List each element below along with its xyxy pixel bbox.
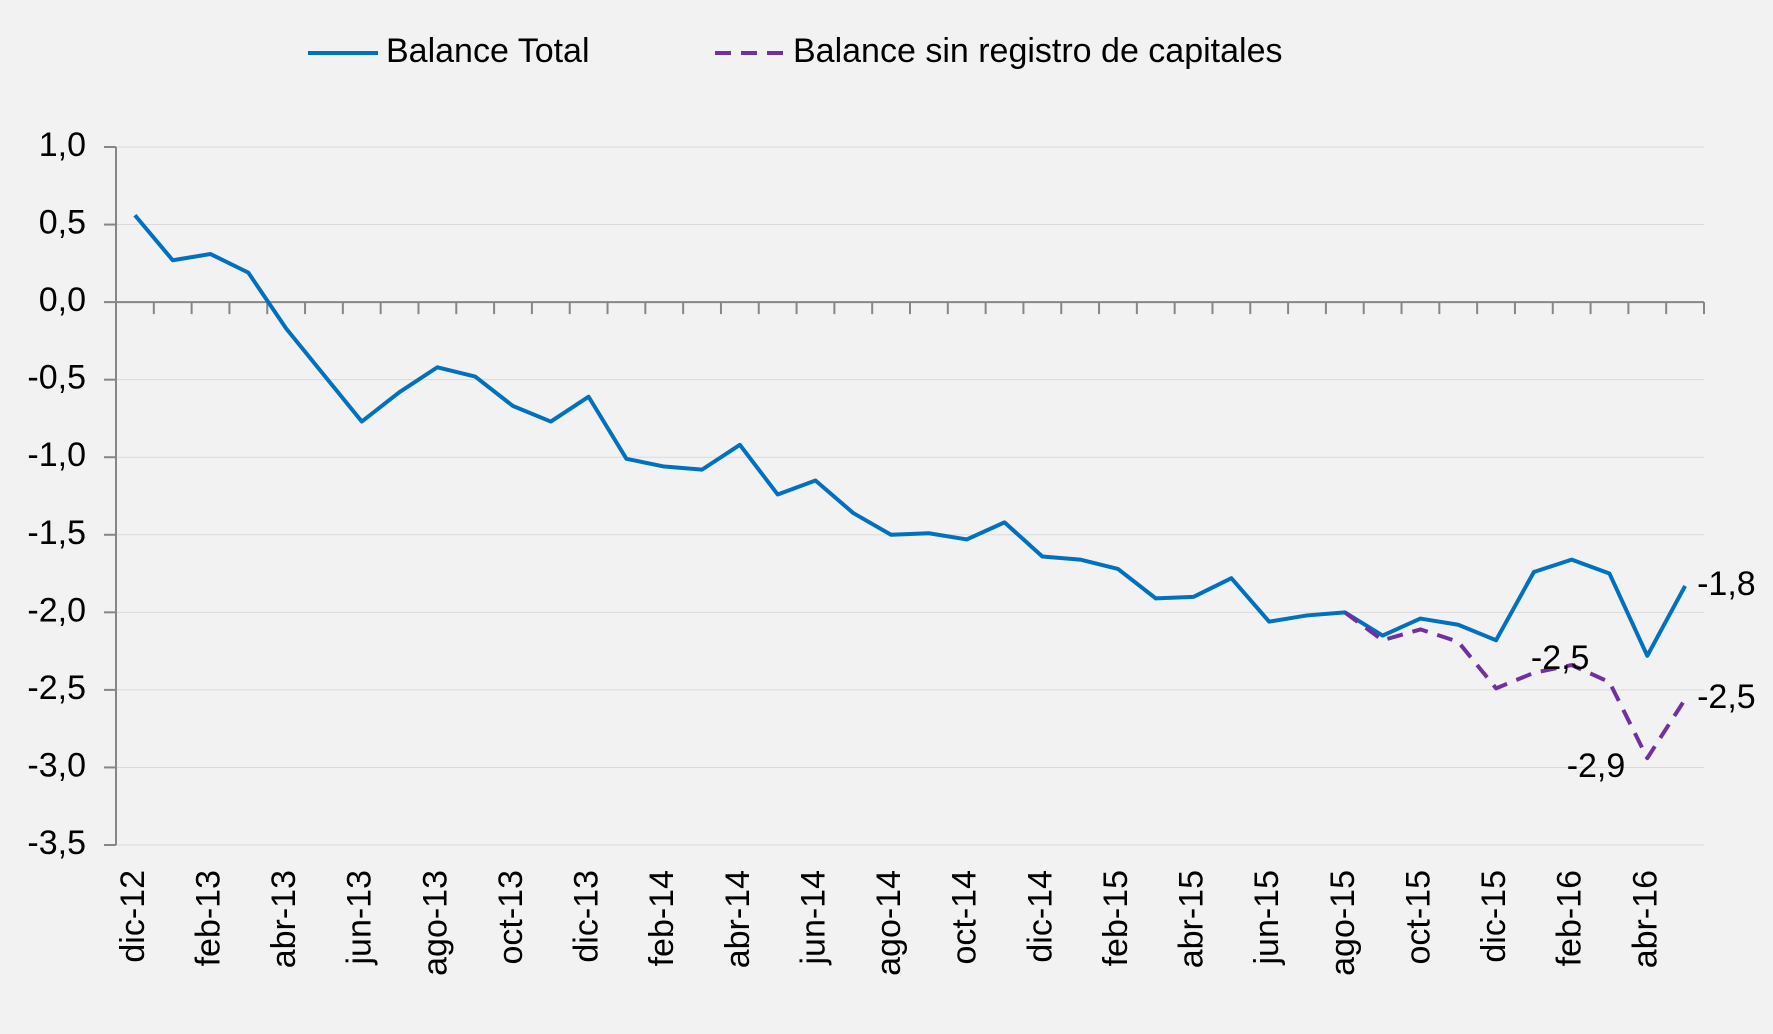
data-label: -2,5 [1697, 678, 1756, 716]
x-tick-label: feb-13 [190, 870, 228, 966]
y-tick-label: -1,0 [27, 436, 86, 474]
x-tick-label: feb-14 [643, 870, 681, 966]
legend-label: Balance Total [386, 32, 590, 70]
y-tick-label: -3,0 [27, 746, 86, 784]
y-tick-label: 0,0 [39, 281, 86, 319]
x-tick-label: ago-14 [870, 870, 908, 976]
y-tick-label: 1,0 [39, 126, 86, 164]
x-tick-label: dic-12 [114, 870, 152, 963]
x-tick-label: jun-13 [341, 870, 379, 966]
series-line [133, 213, 1687, 658]
x-tick-label: feb-16 [1551, 870, 1589, 966]
x-tick-label: abr-14 [719, 870, 757, 968]
x-tick-label: abr-13 [265, 870, 303, 968]
x-tick-label: oct-13 [492, 870, 530, 965]
x-tick-label: dic-13 [568, 870, 606, 963]
y-tick-label: -1,5 [27, 514, 86, 552]
x-tick-label: oct-14 [946, 870, 984, 965]
x-tick-label: jun-15 [1248, 870, 1286, 966]
x-tick-label: oct-15 [1399, 870, 1437, 965]
x-tick-label: dic-14 [1021, 870, 1059, 963]
y-tick-label: 0,5 [39, 204, 86, 242]
series-line [1343, 610, 1687, 761]
x-tick-label: jun-14 [794, 870, 832, 966]
x-tick-label: abr-15 [1173, 870, 1211, 968]
x-tick-label: abr-16 [1626, 870, 1664, 968]
x-tick-label: ago-13 [416, 870, 454, 976]
legend-label: Balance sin registro de capitales [793, 32, 1283, 70]
y-tick-label: -2,5 [27, 669, 86, 707]
data-label: -2,9 [1567, 747, 1626, 785]
data-label: -1,8 [1697, 565, 1756, 603]
y-tick-label: -2,0 [27, 591, 86, 629]
y-tick-label: -3,5 [27, 824, 86, 862]
y-tick-label: -0,5 [27, 359, 86, 397]
data-label: -2,5 [1531, 639, 1590, 677]
x-tick-label: ago-15 [1324, 870, 1362, 976]
x-tick-label: dic-15 [1475, 870, 1513, 963]
x-tick-label: feb-15 [1097, 870, 1135, 966]
